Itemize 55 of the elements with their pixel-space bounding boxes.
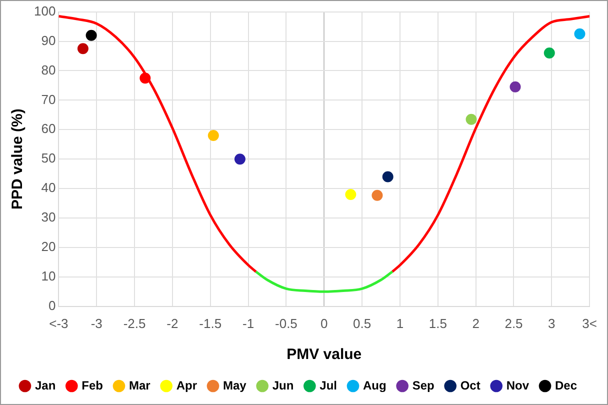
y-tick-label: 100 [34, 3, 56, 18]
legend-label: Feb [82, 378, 103, 392]
line-series [391, 14, 590, 273]
legend-label: Sep [412, 378, 434, 392]
x-tick-label: -2 [166, 316, 178, 331]
legend-label: Oct [460, 378, 480, 392]
x-tick-label: 0.5 [353, 316, 372, 331]
line-series [58, 14, 258, 273]
point [372, 190, 383, 201]
x-tick-label: 1 [396, 316, 404, 331]
x-tick-label: 2 [472, 316, 480, 331]
y-tick-label: 50 [41, 150, 56, 166]
point [510, 81, 521, 92]
legend-label: Apr [176, 378, 198, 392]
x-tick-label: 1.5 [428, 316, 447, 331]
legend-label: Jun [272, 378, 294, 392]
x-tick-label: <-3 [49, 316, 68, 331]
legend-label: Aug [363, 378, 386, 392]
legend-label: Dec [555, 378, 578, 392]
y-tick-label: 80 [41, 62, 56, 78]
legend-label: Nov [506, 378, 530, 392]
y-tick-label: 70 [41, 92, 56, 107]
point [345, 188, 356, 200]
y-tick-label: 0 [48, 298, 56, 313]
x-axis-title: PMV value [286, 346, 362, 364]
x-tick-label: -2.5 [123, 316, 146, 331]
point [382, 171, 394, 182]
point [234, 154, 246, 165]
x-tick-label: -1 [242, 316, 254, 331]
x-tick-label: 2.5 [504, 316, 523, 331]
y-tick-label: 30 [41, 210, 56, 225]
point [86, 30, 97, 41]
y-tick-label: 90 [41, 32, 56, 48]
point [140, 72, 151, 84]
legend-label: Jan [34, 378, 56, 392]
point [77, 43, 88, 54]
line-series [254, 270, 394, 293]
y-tick-label: 40 [41, 180, 56, 196]
x-tick-label: 3 [548, 316, 556, 331]
y-axis-title: PPD value (%) [9, 108, 26, 210]
x-tick-label: 0 [320, 316, 328, 331]
x-tick-label: 3< [582, 316, 598, 331]
y-tick-label: 10 [41, 268, 56, 284]
legend-label: May [222, 378, 247, 392]
x-tick-label: -3 [90, 316, 102, 331]
legend-label: Jul [320, 378, 338, 392]
x-tick-label: -1.5 [199, 316, 222, 331]
y-tick-label: 20 [41, 239, 56, 254]
point [574, 28, 586, 40]
x-tick-label: -0.5 [275, 316, 298, 331]
legend-label: Mar [128, 378, 151, 392]
y-tick-label: 60 [41, 121, 56, 136]
point [544, 48, 555, 59]
point [208, 130, 219, 142]
point [466, 114, 477, 125]
